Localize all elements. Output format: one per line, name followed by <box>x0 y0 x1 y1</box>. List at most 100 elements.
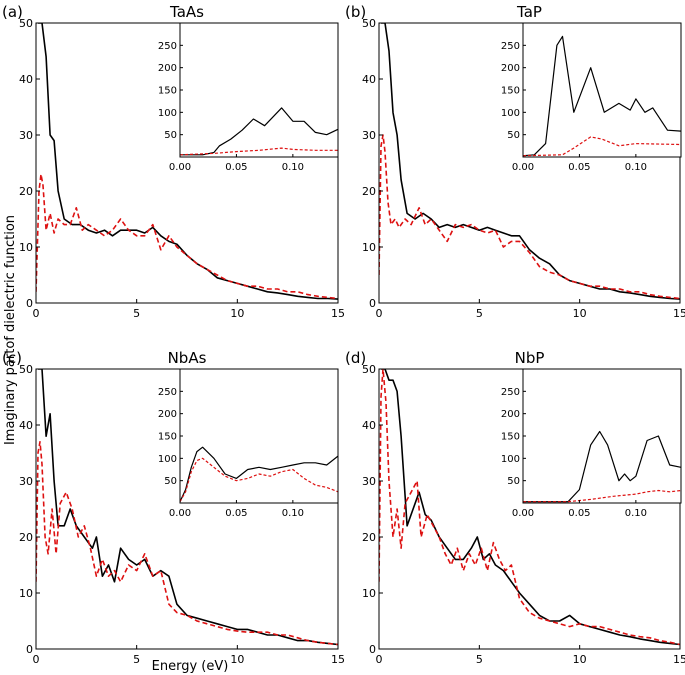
panel3-inset-xtick-label: 0.05 <box>568 508 590 519</box>
panel2-inset-ytick-label: 250 <box>158 387 177 398</box>
panel0-inset-xtick-label: 0.00 <box>169 162 191 173</box>
panel0-ytick-label: 10 <box>19 241 33 254</box>
panel2-ytick-label: 20 <box>19 531 33 544</box>
panel3-inset-series-dashed <box>523 489 681 503</box>
panel-title: TaP <box>516 3 542 21</box>
panel0-inset-series-dashed <box>180 147 338 156</box>
panel2-inset-background <box>180 369 338 503</box>
panel0-inset-ytick-label: 50 <box>164 130 177 141</box>
panel1-xtick-label: 10 <box>573 307 587 320</box>
panel3-inset-ytick-label: 200 <box>501 409 520 420</box>
panel1-inset-ytick-label: 200 <box>501 63 520 74</box>
panel2-xtick-label: 0 <box>33 653 40 666</box>
panel3-xtick-label: 0 <box>376 653 383 666</box>
panel3-inset-ytick-label: 150 <box>501 432 520 443</box>
panel0-ytick-label: 50 <box>19 17 33 30</box>
panel3-series-dashed <box>379 369 680 646</box>
panel2-inset-series-dashed <box>180 457 338 502</box>
panel0-xtick-label: 0 <box>33 307 40 320</box>
panel2-inset-xtick-label: 0.10 <box>282 508 304 519</box>
panel0-inset-ytick-label: 100 <box>158 108 177 119</box>
panel3-inset-xtick-label: 0.10 <box>625 508 647 519</box>
panel1-inset-ytick-label: 50 <box>507 130 520 141</box>
panel2-inset-ytick-label: 100 <box>158 454 177 465</box>
panel3-inset-ytick-label: 50 <box>507 476 520 487</box>
panel1-ytick-label: 50 <box>362 17 376 30</box>
panel1-inset-xtick-label: 0.05 <box>568 162 590 173</box>
panel1-inset-ytick-label: 150 <box>501 86 520 97</box>
panel1-inset-background <box>523 23 681 157</box>
panel1-ytick-label: 40 <box>362 73 376 86</box>
panel0-series-dashed <box>36 173 338 300</box>
panel0-inset-ytick-label: 200 <box>158 63 177 74</box>
panel0-inset-background <box>180 23 338 157</box>
panel1-xtick-label: 15 <box>673 307 685 320</box>
panel3-inset-series-solid <box>523 430 681 503</box>
panel2-inset-ytick-label: 150 <box>158 432 177 443</box>
panel2-ytick-label: 40 <box>19 419 33 432</box>
panel0-ytick-label: 40 <box>19 73 33 86</box>
panel3-ytick-label: 10 <box>362 587 376 600</box>
panel3-xtick-label: 10 <box>573 653 587 666</box>
panel1-ytick-label: 0 <box>369 297 376 310</box>
panel1-xtick-label: 5 <box>476 307 483 320</box>
panel-letter: (b) <box>345 3 366 21</box>
panel3-ytick-label: 30 <box>362 475 376 488</box>
panel2-inset-xtick-label: 0.05 <box>225 508 247 519</box>
panel2-ytick-label: 10 <box>19 587 33 600</box>
panel3-ytick-label: 50 <box>362 363 376 376</box>
shared-y-label: Imaginary partof dielectric function <box>3 215 18 445</box>
panel0-series-solid <box>38 23 338 300</box>
panel3-inset-ytick-label: 100 <box>501 454 520 465</box>
panel1-inset-ytick-label: 250 <box>501 41 520 52</box>
panel3-ytick-label: 40 <box>362 419 376 432</box>
panel1-ytick-label: 20 <box>362 185 376 198</box>
panel0-ytick-label: 0 <box>26 297 33 310</box>
panel0-ytick-label: 30 <box>19 129 33 142</box>
panel3-inset-xtick-label: 0.00 <box>512 508 534 519</box>
panel0-xtick-label: 15 <box>331 307 345 320</box>
panel3-xtick-label: 15 <box>673 653 685 666</box>
panel2-inset-ytick-label: 200 <box>158 409 177 420</box>
inset-nbas: 0.00 0.05 0.10 50 100 150 200 250 <box>158 368 339 519</box>
panel2-inset-ytick-label: 50 <box>164 476 177 487</box>
panel-title: NbP <box>515 349 545 367</box>
panel1-inset-ytick-label: 100 <box>501 108 520 119</box>
panel2-ytick-label: 30 <box>19 475 33 488</box>
panel0-inset-series-solid <box>180 107 338 156</box>
panel3-ytick-label: 20 <box>362 531 376 544</box>
panel0-ytick-label: 20 <box>19 185 33 198</box>
panel0-inset-xtick-label: 0.10 <box>282 162 304 173</box>
inset-taas: 0.00 0.05 0.10 50 100 150 200 250 <box>158 22 339 173</box>
panel0-inset-ytick-label: 150 <box>158 86 177 97</box>
panel2-xtick-label: 10 <box>230 653 244 666</box>
inset-nbp: 0.00 0.05 0.10 50 100 150 200 250 <box>501 368 682 519</box>
panel0-xtick-label: 5 <box>133 307 140 320</box>
panel-letter: (d) <box>345 349 366 367</box>
panel3-ytick-label: 0 <box>369 643 376 656</box>
panel3-series-solid <box>381 369 680 646</box>
panel-letter: (a) <box>2 3 23 21</box>
panel1-inset-xtick-label: 0.10 <box>625 162 647 173</box>
panel1-inset-xtick-label: 0.00 <box>512 162 534 173</box>
inset-tap: 0.00 0.05 0.10 50 100 150 200 250 <box>501 22 682 173</box>
panel1-ytick-label: 30 <box>362 129 376 142</box>
panel-letter: (c) <box>2 349 22 367</box>
panel1-ytick-label: 10 <box>362 241 376 254</box>
panel2-inset-series-solid <box>180 446 338 502</box>
panel0-inset-ytick-label: 250 <box>158 41 177 52</box>
panel2-inset-xtick-label: 0.00 <box>169 508 191 519</box>
panel3-xtick-label: 5 <box>476 653 483 666</box>
shared-x-label: Energy (eV) <box>152 659 229 674</box>
panel2-ytick-label: 0 <box>26 643 33 656</box>
panel1-inset-series-solid <box>523 35 681 157</box>
panel2-xtick-label: 15 <box>331 653 345 666</box>
panel-title: TaAs <box>169 3 204 21</box>
panel2-xtick-label: 5 <box>133 653 140 666</box>
panel1-series-dashed <box>379 134 680 300</box>
panel0-xtick-label: 10 <box>230 307 244 320</box>
